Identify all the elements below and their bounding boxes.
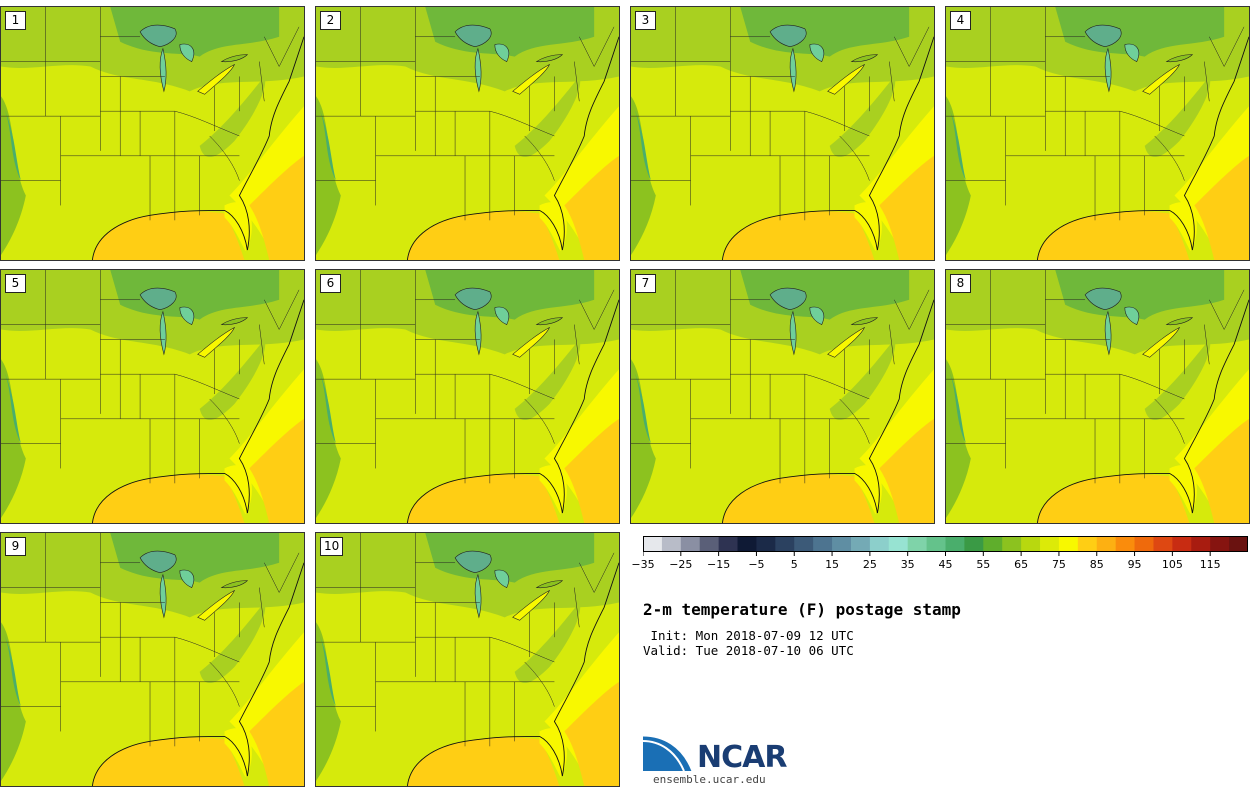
temperature-map (946, 270, 1249, 523)
init-time: Init: Mon 2018-07-09 12 UTC (643, 628, 854, 643)
ensemble-member-panel: 4 (945, 6, 1250, 261)
chart-title: 2-m temperature (F) postage stamp (643, 600, 961, 619)
colorbar-swatch (1134, 536, 1154, 552)
colorbar-tick-label: −5 (748, 558, 765, 571)
member-number-label: 9 (5, 537, 26, 556)
colorbar-swatch (756, 536, 776, 552)
colorbar-swatch (1021, 536, 1041, 552)
ensemble-member-panel: 9 (0, 532, 305, 787)
colorbar-swatch (945, 536, 965, 552)
colorbar-swatch (926, 536, 946, 552)
member-number-label: 5 (5, 274, 26, 293)
temperature-map (1, 270, 304, 523)
ensemble-member-panel: 8 (945, 269, 1250, 524)
temperature-map (316, 270, 619, 523)
ncar-logo-icon (643, 733, 695, 772)
colorbar-swatch (1058, 536, 1079, 552)
ensemble-member-panel: 6 (315, 269, 620, 524)
colorbar-swatch (1172, 536, 1192, 552)
colorbar-swatch (964, 536, 984, 552)
member-number-label: 2 (320, 11, 341, 30)
colorbar-tick-label: 35 (900, 558, 915, 571)
temperature-colorbar (643, 536, 1248, 556)
valid-time: Valid: Tue 2018-07-10 06 UTC (643, 643, 854, 658)
ensemble-member-panel: 3 (630, 6, 935, 261)
colorbar-swatch (794, 536, 814, 552)
logo-name: NCAR (697, 740, 787, 775)
temperature-map (631, 7, 934, 260)
ensemble-member-panel: 1 (0, 6, 305, 261)
colorbar-swatch (661, 536, 682, 552)
colorbar-swatch (869, 536, 890, 552)
colorbar-swatch (1077, 536, 1098, 552)
colorbar-swatch (680, 536, 701, 552)
member-number-label: 1 (5, 11, 26, 30)
colorbar-tick-label: 85 (1089, 558, 1104, 571)
colorbar-swatch (1040, 536, 1060, 552)
temperature-map (316, 533, 619, 786)
colorbar-tick-label: −35 (631, 558, 655, 571)
colorbar-swatch (1191, 536, 1211, 552)
member-number-label: 8 (950, 274, 971, 293)
colorbar-swatch (1096, 536, 1117, 552)
colorbar-swatch (813, 536, 833, 552)
colorbar-tick-label: 45 (938, 558, 953, 571)
member-number-label: 10 (320, 537, 344, 556)
temperature-map (631, 270, 934, 523)
temperature-map (946, 7, 1249, 260)
temperature-map (1, 7, 304, 260)
colorbar-tick-label: 105 (1161, 558, 1183, 571)
colorbar-swatch (832, 536, 852, 552)
colorbar-swatch (737, 536, 757, 552)
colorbar-swatch (1115, 536, 1136, 552)
colorbar-tick-label: −15 (707, 558, 731, 571)
colorbar-swatch (775, 536, 795, 552)
colorbar-swatch (850, 536, 871, 552)
colorbar-swatch (983, 536, 1003, 552)
member-number-label: 6 (320, 274, 341, 293)
colorbar-tick-label: 15 (825, 558, 840, 571)
colorbar-swatch (718, 536, 739, 552)
colorbar-tick-label: 55 (976, 558, 991, 571)
colorbar-swatch (1210, 536, 1230, 552)
colorbar-swatch (1153, 536, 1173, 552)
member-number-label: 7 (635, 274, 656, 293)
colorbar-tick-label: 65 (1014, 558, 1029, 571)
ensemble-member-panel: 10 (315, 532, 620, 787)
colorbar-tick-label: 25 (862, 558, 877, 571)
colorbar-tick-label: 95 (1127, 558, 1142, 571)
member-number-label: 4 (950, 11, 971, 30)
colorbar-swatch (907, 536, 928, 552)
colorbar-swatch (1002, 536, 1022, 552)
colorbar-swatch (888, 536, 909, 552)
ensemble-member-panel: 2 (315, 6, 620, 261)
colorbar-swatch (643, 536, 663, 552)
colorbar-tick-label: 5 (790, 558, 798, 571)
temperature-map (1, 533, 304, 786)
colorbar-swatch (1229, 536, 1248, 552)
colorbar-swatch (699, 536, 720, 552)
colorbar-tick-label: 75 (1051, 558, 1066, 571)
temperature-map (316, 7, 619, 260)
member-number-label: 3 (635, 11, 656, 30)
colorbar-tick-label: −25 (669, 558, 693, 571)
ensemble-member-panel: 5 (0, 269, 305, 524)
ensemble-member-panel: 7 (630, 269, 935, 524)
colorbar-tick-label: 115 (1199, 558, 1221, 571)
logo-url: ensemble.ucar.edu (653, 773, 766, 786)
